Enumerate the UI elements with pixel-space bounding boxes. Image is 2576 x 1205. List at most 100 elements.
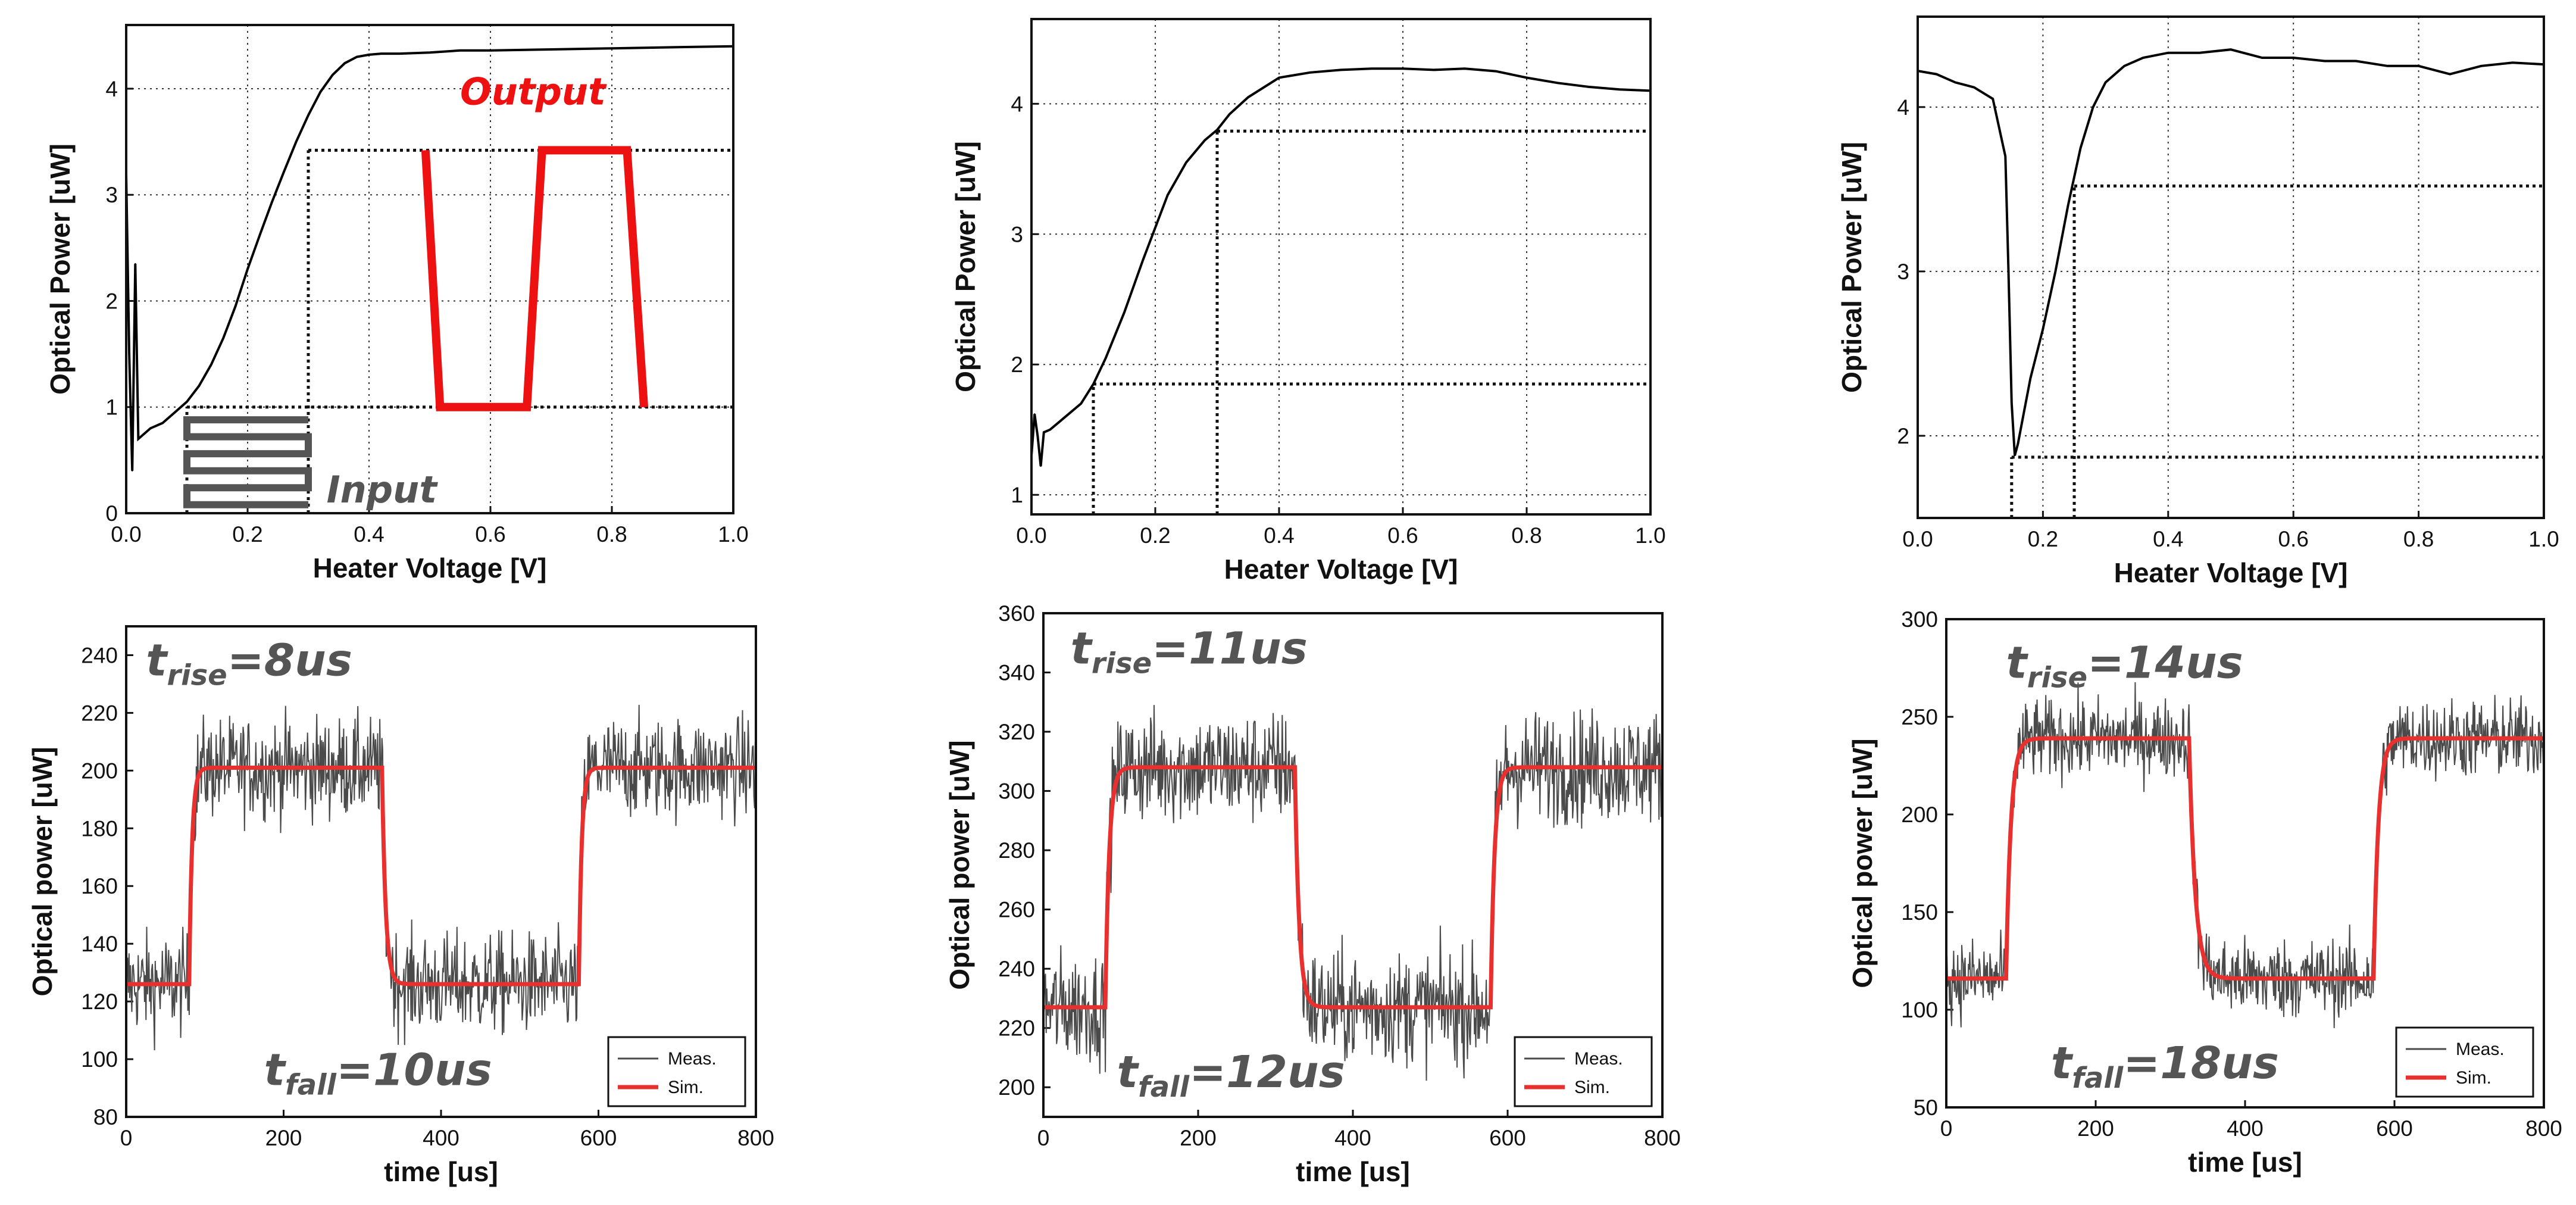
data-point xyxy=(1185,161,1187,164)
time-symbol: t xyxy=(2051,1038,2074,1089)
data-point xyxy=(2080,147,2081,149)
time-symbol: t xyxy=(146,635,168,686)
x-tick-label: 600 xyxy=(580,1126,617,1150)
data-point xyxy=(2199,52,2200,54)
data-point xyxy=(162,422,164,424)
x-axis-title: Heater Voltage [V] xyxy=(1224,554,1458,585)
data-point xyxy=(2014,454,2016,457)
y-tick-label: 3 xyxy=(105,183,118,207)
data-point xyxy=(550,48,552,51)
data-point xyxy=(295,141,297,143)
legend-measured-label: Meas. xyxy=(668,1049,717,1069)
data-point xyxy=(198,385,200,387)
x-tick-label: 800 xyxy=(1644,1126,1681,1150)
data-point xyxy=(174,411,176,413)
data-point xyxy=(2480,65,2482,67)
y-tick-label: 100 xyxy=(1901,998,1938,1022)
fall-time-label: tfall=10us xyxy=(264,1045,492,1102)
transfer-curve-line xyxy=(1918,48,2544,456)
data-point xyxy=(332,74,333,76)
x-tick-label: 0 xyxy=(120,1126,133,1150)
data-point xyxy=(1049,429,1051,430)
figure-title: Heater voltage transfer curves and trans… xyxy=(1255,1195,1323,1198)
data-point xyxy=(210,364,212,366)
data-point xyxy=(1105,357,1107,359)
time-symbol: t xyxy=(1117,1047,1140,1098)
x-axis-title: Heater Voltage [V] xyxy=(313,552,547,583)
fall-time-label: tfall=12us xyxy=(1117,1047,1345,1104)
x-axis-title: Heater Voltage [V] xyxy=(2114,557,2348,588)
legend-measured-label: Meas. xyxy=(1574,1049,1623,1069)
y-tick-label: 150 xyxy=(1901,900,1938,925)
legend-simulated-label: Sim. xyxy=(2456,1068,2491,1088)
x-tick-label: 200 xyxy=(2077,1116,2114,1141)
chart-panel-4: 0 200 400 600 800 80 100 120 140 160 180 200 220 240 t… xyxy=(27,625,774,1187)
y-tick-label: 50 xyxy=(1914,1095,1938,1120)
time-symbol: t xyxy=(1071,623,1093,675)
x-tick-label: 200 xyxy=(265,1126,302,1150)
output-waveform xyxy=(421,146,649,411)
y-axis-title: Optical Power [uW] xyxy=(1836,142,1867,393)
rise-time-label: trise=14us xyxy=(2006,637,2243,694)
x-tick-label: 0.8 xyxy=(1511,523,1542,548)
data-point xyxy=(1371,68,1373,70)
data-point xyxy=(2324,60,2325,62)
data-point xyxy=(2011,402,2012,404)
simulated-trace-line xyxy=(1043,765,1662,1010)
y-tick-label: 100 xyxy=(81,1047,118,1072)
y-tick-label: 1 xyxy=(105,395,118,420)
data-point xyxy=(1973,86,1975,88)
data-point xyxy=(2512,62,2514,64)
x-tick-label: 0.0 xyxy=(1016,523,1046,548)
y-tick-label: 2 xyxy=(1011,352,1023,377)
plot-frame xyxy=(1917,15,2545,519)
y-tick-label: 240 xyxy=(998,957,1035,981)
data-point xyxy=(2449,73,2451,75)
x-axis-title: time [us] xyxy=(1296,1156,1410,1187)
data-point xyxy=(2386,65,2389,67)
data-point xyxy=(356,56,358,58)
time-value: =14us xyxy=(2087,637,2243,688)
plot-frame xyxy=(125,625,757,1118)
x-tick-label: 0.8 xyxy=(596,522,627,547)
legend-box xyxy=(2395,1026,2534,1098)
x-tick-label: 0.6 xyxy=(1387,523,1418,548)
data-point xyxy=(1228,113,1230,115)
data-point xyxy=(2105,82,2106,83)
input-waveform xyxy=(183,416,312,508)
x-tick-label: 400 xyxy=(2227,1116,2264,1141)
data-point xyxy=(344,62,346,64)
y-tick-label: 300 xyxy=(1901,607,1938,632)
y-axis-title: Optical power [uW] xyxy=(1847,738,1878,988)
data-point xyxy=(1992,98,1994,100)
y-tick-label: 120 xyxy=(81,989,118,1014)
y-tick-label: 240 xyxy=(81,643,118,667)
x-tick-label: 0.0 xyxy=(111,522,141,547)
data-point xyxy=(1309,71,1311,73)
y-tick-label: 200 xyxy=(81,758,118,783)
data-point xyxy=(2023,410,2025,412)
y-tick-label: 260 xyxy=(998,898,1035,922)
x-tick-label: 600 xyxy=(2376,1116,2413,1141)
data-point xyxy=(2123,65,2125,67)
data-point xyxy=(1037,435,1039,437)
data-point xyxy=(137,438,139,440)
time-subscript: fall xyxy=(1138,1070,1190,1104)
y-tick-label: 160 xyxy=(81,874,118,898)
x-tick-label: 0.4 xyxy=(2153,527,2183,551)
x-tick-label: 1.0 xyxy=(1635,523,1665,548)
x-tick-label: 800 xyxy=(737,1126,774,1150)
data-point xyxy=(307,114,310,116)
data-point xyxy=(2142,57,2144,59)
data-point xyxy=(223,337,224,339)
data-point xyxy=(1204,139,1206,141)
data-point xyxy=(459,49,461,51)
y-tick-label: 2 xyxy=(1897,424,1909,448)
time-subscript: fall xyxy=(2072,1062,2124,1095)
data-point xyxy=(1495,70,1497,72)
chart-panel-6: 0 200 400 600 800 50 100 150 200 250 300 time [us] O… xyxy=(1847,607,2562,1178)
plot-frame xyxy=(125,24,734,514)
x-tick-label: 1.0 xyxy=(718,522,748,547)
x-tick-label: 800 xyxy=(2525,1116,2562,1141)
